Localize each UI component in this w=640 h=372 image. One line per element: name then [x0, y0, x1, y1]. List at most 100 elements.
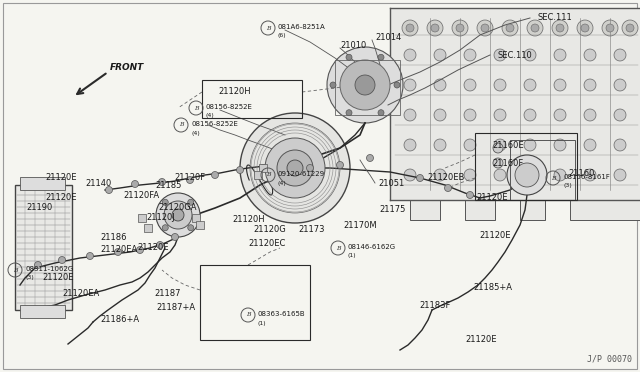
Text: (4): (4)	[206, 113, 215, 119]
Bar	[254, 171, 262, 179]
Text: B: B	[266, 26, 270, 31]
Text: SEC.111: SEC.111	[538, 13, 573, 22]
Text: 21187: 21187	[154, 289, 180, 298]
Circle shape	[434, 49, 446, 61]
Circle shape	[427, 20, 443, 36]
Circle shape	[159, 179, 166, 186]
Circle shape	[340, 60, 390, 110]
Text: 21160: 21160	[568, 169, 595, 177]
Circle shape	[265, 138, 325, 198]
Text: 21120GA: 21120GA	[158, 202, 196, 212]
Text: SEC.110: SEC.110	[497, 51, 532, 60]
Circle shape	[456, 24, 464, 32]
Circle shape	[434, 79, 446, 91]
Bar	[15, 185, 72, 310]
Text: (4): (4)	[278, 180, 287, 186]
Text: 21185+A: 21185+A	[473, 283, 512, 292]
Bar	[20, 305, 65, 318]
Bar	[200, 265, 310, 340]
Circle shape	[172, 234, 179, 241]
Circle shape	[554, 79, 566, 91]
Circle shape	[581, 24, 589, 32]
Circle shape	[494, 79, 506, 91]
Circle shape	[163, 199, 168, 205]
Circle shape	[404, 169, 416, 181]
Circle shape	[524, 169, 536, 181]
Circle shape	[445, 185, 451, 192]
Text: FRONT: FRONT	[110, 64, 144, 73]
Circle shape	[346, 110, 352, 116]
Text: 21051: 21051	[378, 179, 404, 187]
Circle shape	[464, 169, 476, 181]
Circle shape	[584, 109, 596, 121]
Circle shape	[406, 24, 414, 32]
Circle shape	[554, 169, 566, 181]
Circle shape	[584, 169, 596, 181]
Circle shape	[417, 174, 424, 182]
Circle shape	[434, 169, 446, 181]
Circle shape	[506, 24, 514, 32]
Circle shape	[337, 161, 344, 169]
Text: 21120E: 21120E	[137, 243, 168, 251]
Text: (6): (6)	[278, 33, 287, 38]
Circle shape	[622, 20, 638, 36]
Text: 21120H: 21120H	[218, 87, 251, 96]
Bar	[138, 214, 146, 222]
Circle shape	[106, 186, 113, 193]
Circle shape	[58, 257, 65, 263]
Circle shape	[515, 163, 539, 187]
Circle shape	[434, 139, 446, 151]
Circle shape	[115, 248, 122, 256]
Circle shape	[404, 49, 416, 61]
Circle shape	[494, 139, 506, 151]
Circle shape	[136, 247, 143, 253]
Circle shape	[330, 82, 336, 88]
Text: 21186+A: 21186+A	[100, 315, 139, 324]
Circle shape	[157, 241, 163, 248]
Text: 08156-8252E: 08156-8252E	[191, 121, 238, 127]
Circle shape	[156, 193, 200, 237]
Text: 08156-8161F: 08156-8161F	[563, 174, 610, 180]
Text: B: B	[266, 173, 270, 177]
Circle shape	[259, 164, 266, 171]
Circle shape	[211, 171, 218, 179]
Circle shape	[467, 192, 474, 199]
Circle shape	[524, 49, 536, 61]
Text: 21170M: 21170M	[343, 221, 376, 230]
Circle shape	[554, 139, 566, 151]
Circle shape	[602, 20, 618, 36]
Circle shape	[614, 49, 626, 61]
Circle shape	[577, 20, 593, 36]
Circle shape	[307, 164, 314, 171]
Text: (3): (3)	[563, 183, 572, 189]
Circle shape	[172, 209, 184, 221]
Bar	[510, 140, 575, 200]
Bar	[475, 133, 577, 200]
Circle shape	[494, 169, 506, 181]
Bar	[192, 214, 200, 222]
Circle shape	[378, 54, 384, 60]
Circle shape	[464, 79, 476, 91]
Circle shape	[452, 20, 468, 36]
Circle shape	[188, 199, 194, 205]
Circle shape	[494, 49, 506, 61]
Circle shape	[481, 24, 489, 32]
Circle shape	[240, 113, 350, 223]
Circle shape	[556, 24, 564, 32]
Circle shape	[502, 20, 518, 36]
Circle shape	[552, 20, 568, 36]
Text: 21175: 21175	[379, 205, 405, 215]
Text: 21120FA: 21120FA	[123, 192, 159, 201]
Circle shape	[626, 24, 634, 32]
Circle shape	[131, 180, 138, 187]
Text: 21120EC: 21120EC	[248, 240, 285, 248]
Text: 21190: 21190	[26, 202, 52, 212]
Text: 21185: 21185	[155, 182, 181, 190]
Circle shape	[507, 155, 547, 195]
Text: 21120EB: 21120EB	[427, 173, 465, 183]
Circle shape	[584, 139, 596, 151]
Circle shape	[494, 109, 506, 121]
Text: 21014: 21014	[375, 33, 401, 42]
Text: 08363-6165B: 08363-6165B	[258, 311, 306, 317]
Circle shape	[584, 79, 596, 91]
